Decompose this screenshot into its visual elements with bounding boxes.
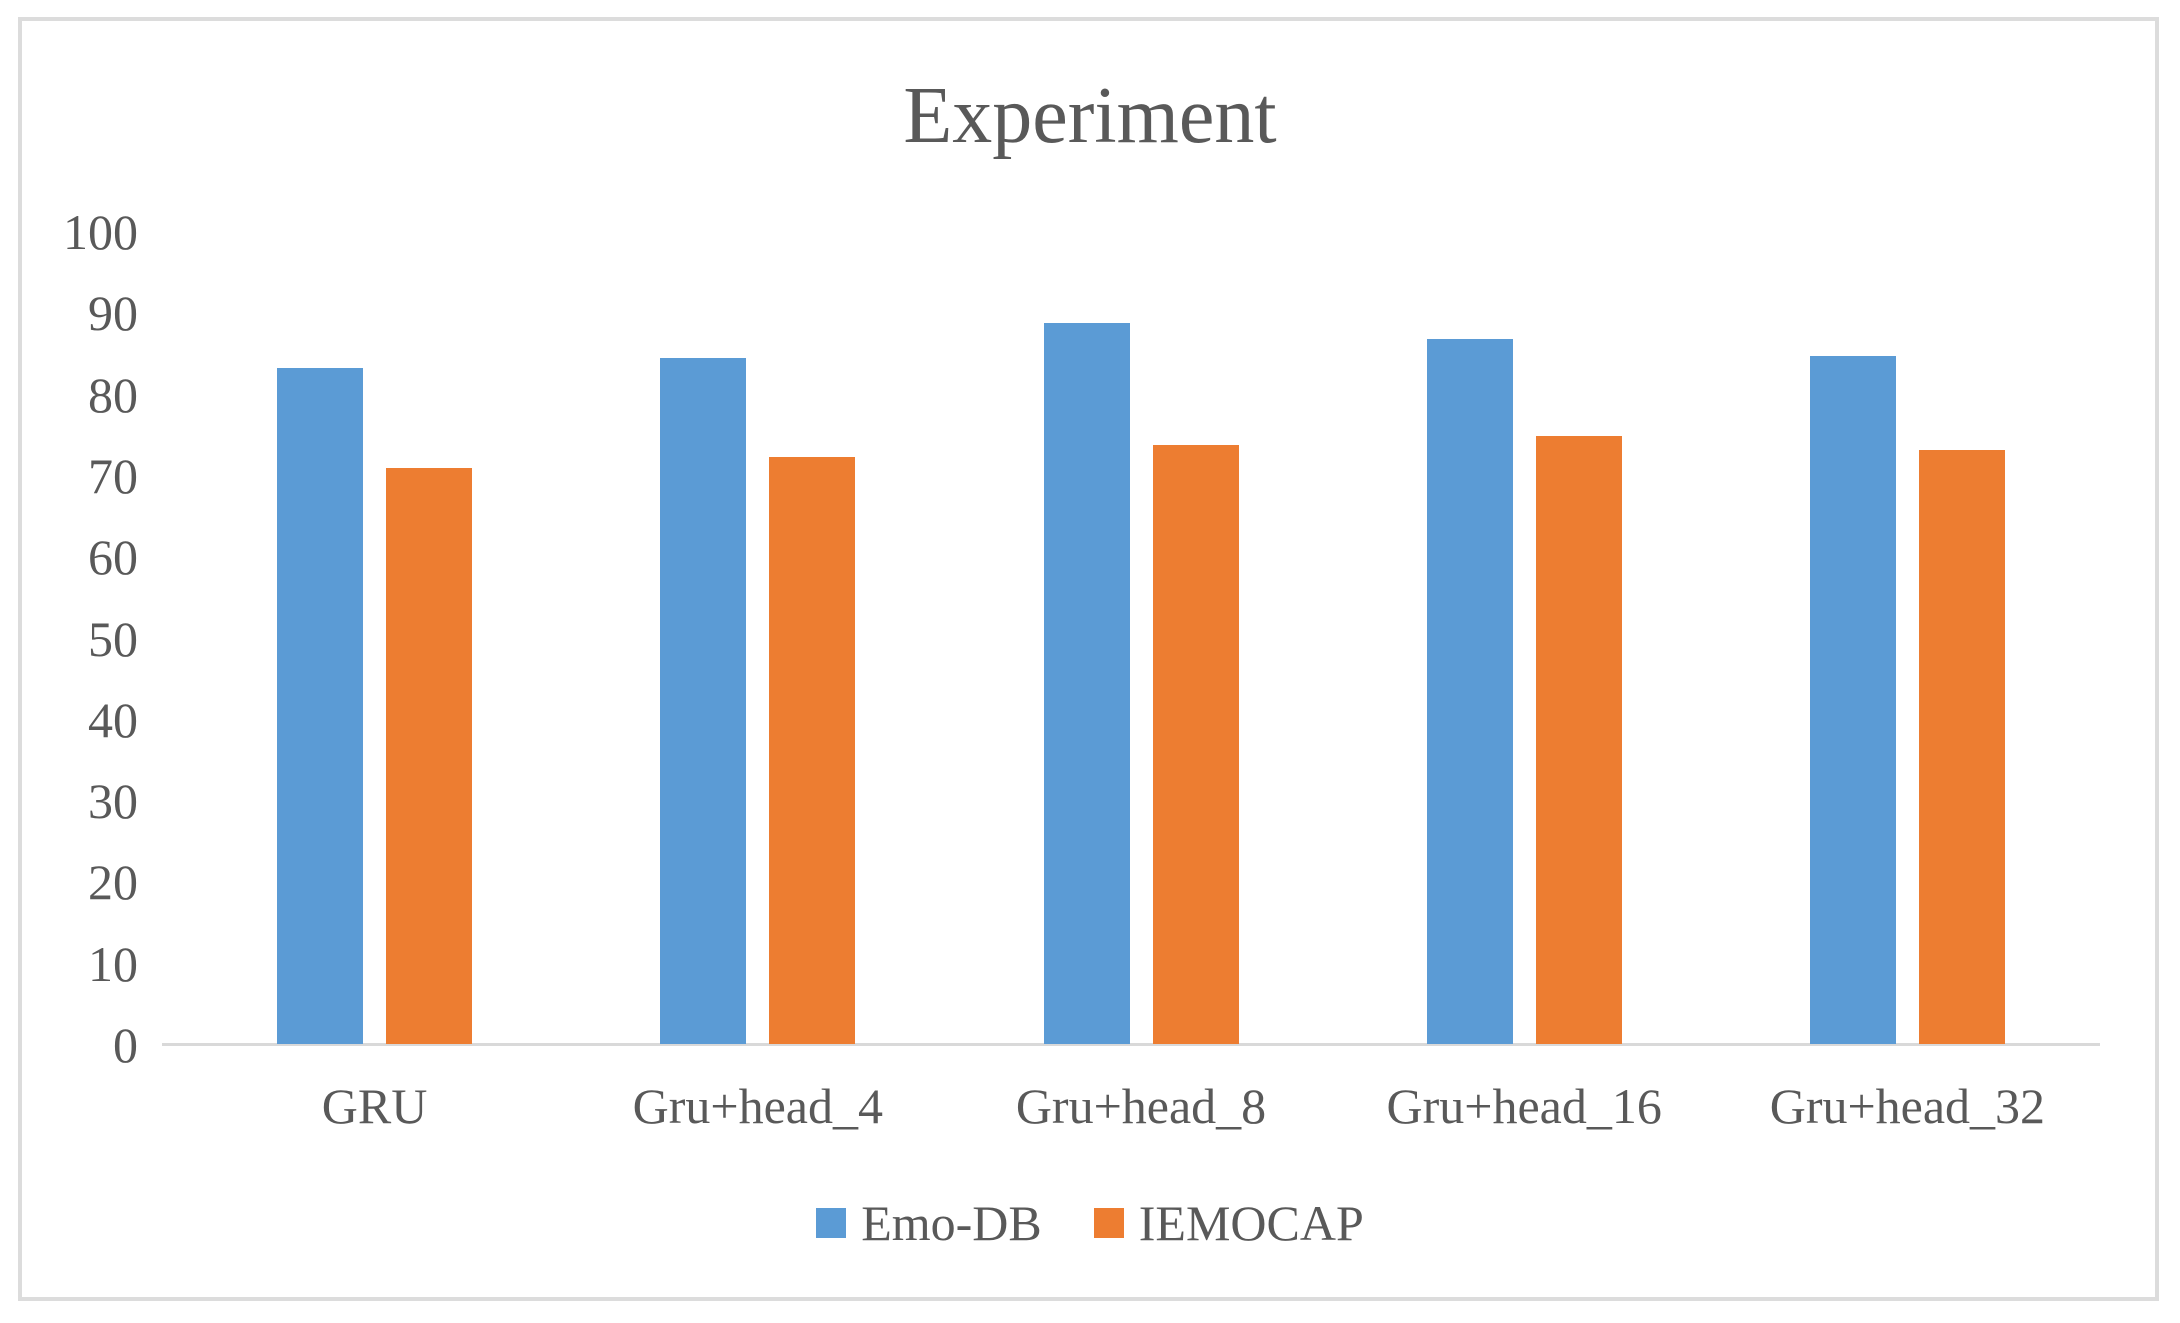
y-axis-tick-label: 50 [88, 610, 138, 667]
y-axis-tick-label: 40 [88, 691, 138, 748]
y-axis-tick-label: 30 [88, 773, 138, 830]
iemocap-swatch-icon [1093, 1208, 1124, 1238]
bar-iemocap [386, 467, 473, 1044]
legend: Emo-DB IEMOCAP [0, 1196, 2180, 1250]
bar-iemocap [1918, 449, 2005, 1044]
legend-item-emo-db: Emo-DB [816, 1196, 1042, 1250]
y-axis-tick-label: 0 [113, 1017, 138, 1073]
x-axis-label: Gru+head_4 [632, 1078, 883, 1134]
bar-emo-db [1043, 323, 1130, 1044]
x-axis-label: Gru+head_8 [1015, 1078, 1267, 1134]
y-axis-tick-label: 90 [88, 285, 138, 342]
legend-label-emo-db: Emo-DB [861, 1195, 1042, 1251]
bar-emo-db [1426, 339, 1513, 1044]
legend-label-iemocap: IEMOCAP [1138, 1195, 1364, 1251]
bar-iemocap [1152, 445, 1239, 1044]
x-axis-label: Gru+head_32 [1769, 1078, 2046, 1134]
y-axis-tick-label: 80 [88, 366, 138, 423]
emo-db-swatch-icon [816, 1208, 847, 1238]
y-axis-tick-label: 20 [88, 854, 138, 911]
bar-iemocap [1535, 436, 1622, 1044]
x-axis-line [162, 1043, 2100, 1046]
bar-emo-db [277, 367, 364, 1044]
x-axis-label: Gru+head_16 [1386, 1078, 1662, 1134]
bar-iemocap [769, 457, 856, 1044]
y-axis-tick-label: 10 [88, 935, 138, 992]
y-axis-tick-label: 70 [88, 447, 138, 504]
y-axis-tick-label: 60 [88, 529, 138, 586]
x-axis-label: GRU [321, 1078, 428, 1134]
legend-item-iemocap: IEMOCAP [1093, 1195, 1364, 1251]
y-axis-tick-label: 100 [63, 204, 138, 260]
chart-title: Experiment [903, 72, 1277, 160]
bar-emo-db [660, 358, 747, 1044]
bar-emo-db [1809, 356, 1896, 1044]
